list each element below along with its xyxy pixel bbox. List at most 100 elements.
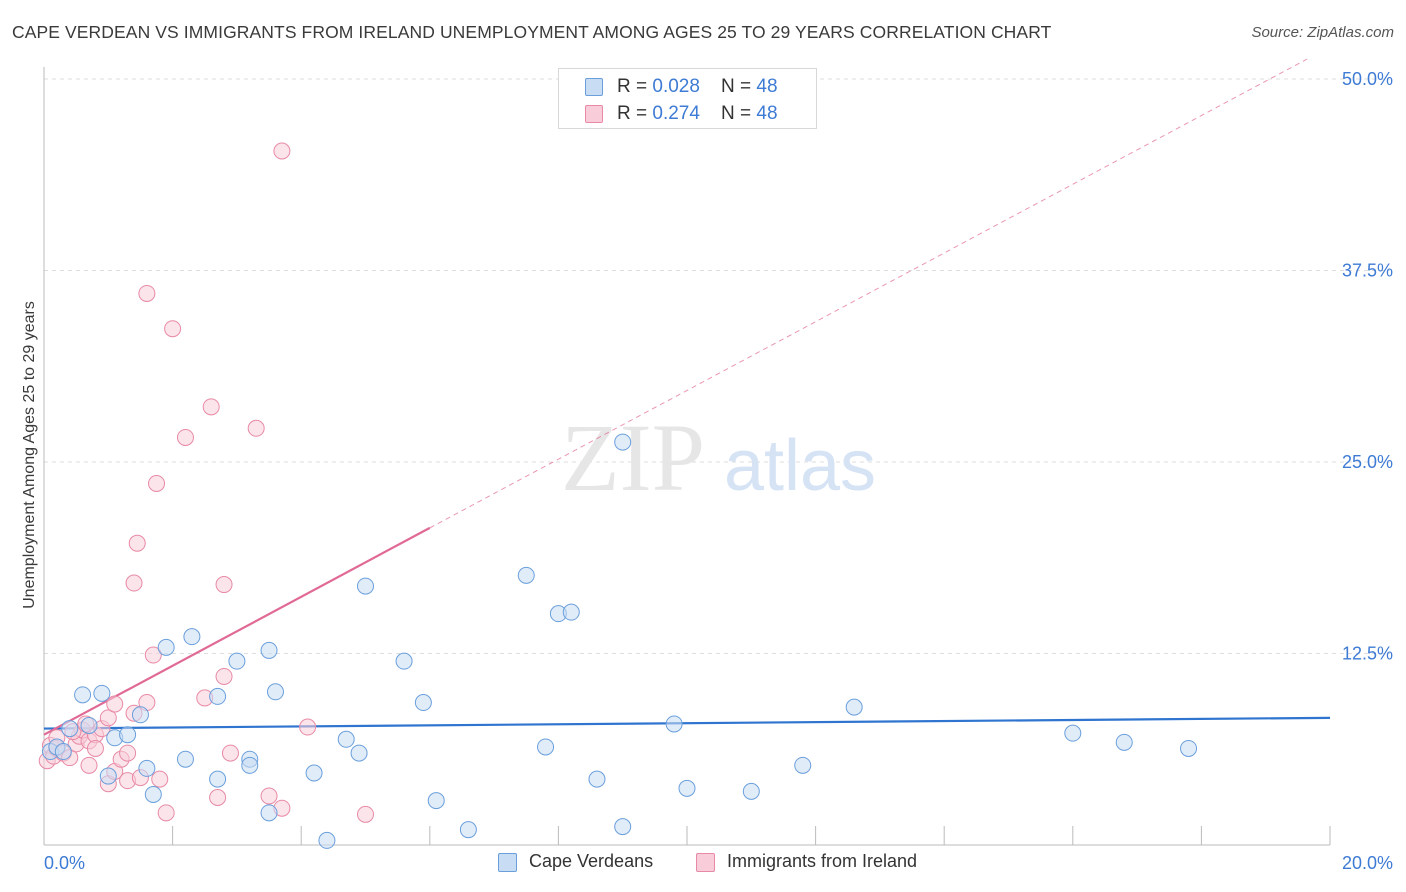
point-cape-verdean xyxy=(318,831,336,849)
point-ireland xyxy=(157,804,175,822)
point-cape-verdean xyxy=(305,764,323,782)
data-points xyxy=(38,142,1198,849)
point-ireland xyxy=(138,284,156,302)
point-cape-verdean xyxy=(357,577,374,595)
n-value: 48 xyxy=(756,103,778,124)
point-cape-verdean xyxy=(414,694,432,712)
point-ireland xyxy=(209,789,227,807)
point-ireland xyxy=(202,398,220,416)
point-cape-verdean xyxy=(1064,724,1082,742)
point-cape-verdean xyxy=(80,717,98,735)
point-ireland xyxy=(273,142,291,160)
point-ireland xyxy=(164,320,182,338)
point-cape-verdean xyxy=(176,750,194,768)
point-cape-verdean xyxy=(209,687,227,705)
point-ireland xyxy=(215,667,233,685)
point-ireland xyxy=(125,574,143,592)
point-cape-verdean xyxy=(209,770,227,788)
point-ireland xyxy=(106,695,124,713)
point-cape-verdean xyxy=(350,744,368,762)
pink-swatch xyxy=(585,105,603,123)
point-ireland xyxy=(86,739,104,757)
point-cape-verdean xyxy=(794,756,812,774)
point-cape-verdean xyxy=(74,686,92,704)
point-ireland xyxy=(299,718,317,736)
grid-lines xyxy=(44,78,1390,654)
point-cape-verdean xyxy=(260,804,278,822)
point-cape-verdean xyxy=(157,638,175,656)
trend-lines xyxy=(43,58,1331,736)
point-cape-verdean xyxy=(183,628,201,646)
point-cape-verdean xyxy=(562,603,580,621)
x-tick-label: 0.0% xyxy=(44,853,85,873)
trend-line-cape-verdeans xyxy=(43,716,1331,730)
point-ireland xyxy=(148,474,166,492)
y-tick-label: 25.0% xyxy=(1342,452,1393,472)
blue-swatch xyxy=(585,78,603,96)
legend-label: Immigrants from Ireland xyxy=(727,851,918,871)
x-tick-label: 20.0% xyxy=(1342,853,1393,873)
point-cape-verdean xyxy=(459,821,477,839)
point-cape-verdean xyxy=(1180,739,1198,757)
point-cape-verdean xyxy=(665,715,683,733)
point-cape-verdean xyxy=(131,706,149,724)
r-value: 0.028 xyxy=(652,76,700,97)
trend-extension-ireland xyxy=(429,58,1308,529)
point-cape-verdean xyxy=(119,726,137,744)
point-cape-verdean xyxy=(93,684,111,702)
n-label: N = xyxy=(721,103,757,124)
point-ireland xyxy=(119,744,137,762)
point-cape-verdean xyxy=(144,785,162,803)
point-ireland xyxy=(176,428,194,446)
y-tick-label: 37.5% xyxy=(1342,261,1393,281)
point-ireland xyxy=(128,534,146,552)
point-ireland xyxy=(357,805,374,823)
point-cape-verdean xyxy=(742,782,760,800)
point-cape-verdean xyxy=(845,698,863,716)
watermark: ZIP atlas xyxy=(561,404,876,511)
point-cape-verdean xyxy=(537,738,555,756)
y-tick-label: 12.5% xyxy=(1342,644,1393,664)
point-cape-verdean xyxy=(260,641,278,659)
legend-label: Cape Verdeans xyxy=(529,851,654,871)
point-ireland xyxy=(144,646,162,664)
n-label: N = xyxy=(721,76,757,97)
tick-labels: 12.5% 25.0% 37.5% 50.0% 0.0% 20.0% xyxy=(44,69,1393,873)
point-ireland xyxy=(247,419,265,437)
correlation-legend: R = 0.028 N = 48 R = 0.274 N = 48 xyxy=(558,68,817,129)
point-cape-verdean xyxy=(337,730,355,748)
point-ireland xyxy=(80,756,98,774)
blue-swatch xyxy=(498,853,517,872)
axes xyxy=(43,67,1331,846)
point-cape-verdean xyxy=(266,683,284,701)
point-ireland xyxy=(260,787,278,805)
r-label: R = xyxy=(617,76,653,97)
watermark-atlas: atlas xyxy=(724,426,876,506)
point-cape-verdean xyxy=(614,433,632,451)
point-cape-verdean xyxy=(427,792,445,810)
point-cape-verdean xyxy=(1115,733,1133,751)
watermark-zip: ZIP xyxy=(561,404,705,511)
point-ireland xyxy=(215,576,233,594)
point-cape-verdean xyxy=(678,779,696,797)
point-cape-verdean xyxy=(99,767,117,785)
n-value: 48 xyxy=(756,76,778,97)
point-cape-verdean xyxy=(614,818,632,836)
point-cape-verdean xyxy=(138,759,156,777)
point-cape-verdean xyxy=(588,770,606,788)
r-value: 0.274 xyxy=(652,103,700,124)
point-cape-verdean xyxy=(228,652,246,670)
chart-title: CAPE VERDEAN VS IMMIGRANTS FROM IRELAND … xyxy=(12,22,1052,42)
source-label: Source: ZipAtlas.com xyxy=(1251,24,1394,41)
point-cape-verdean xyxy=(61,720,79,738)
point-ireland xyxy=(151,770,169,788)
y-tick-label: 50.0% xyxy=(1342,69,1393,89)
point-cape-verdean xyxy=(241,756,259,774)
point-ireland xyxy=(221,744,239,762)
point-cape-verdean xyxy=(395,652,413,670)
pink-swatch xyxy=(696,853,715,872)
point-cape-verdean xyxy=(517,566,535,584)
trend-line-ireland xyxy=(43,526,431,736)
r-label: R = xyxy=(617,103,653,124)
